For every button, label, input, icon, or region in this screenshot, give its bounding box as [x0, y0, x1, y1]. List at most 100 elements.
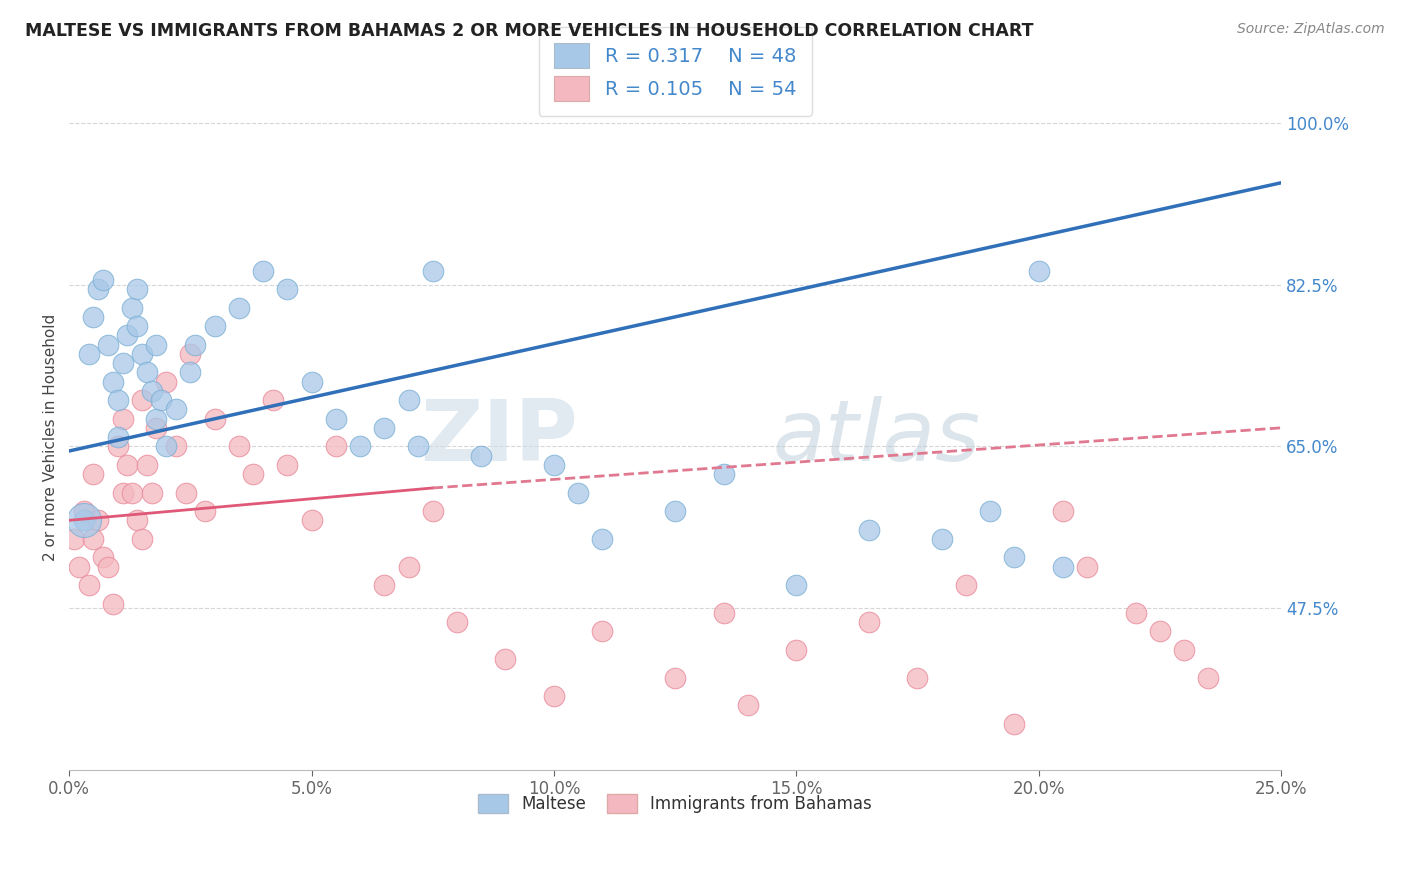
Point — [785, 578, 807, 592]
Point — [194, 504, 217, 518]
Text: ZIP: ZIP — [420, 395, 578, 479]
Point — [373, 421, 395, 435]
Point — [567, 485, 589, 500]
Point — [141, 485, 163, 500]
Point — [77, 347, 100, 361]
Point — [117, 458, 139, 472]
Point — [82, 532, 104, 546]
Point — [155, 375, 177, 389]
Point — [179, 365, 201, 379]
Point — [145, 411, 167, 425]
Point — [63, 532, 86, 546]
Point — [373, 578, 395, 592]
Point — [131, 347, 153, 361]
Point — [107, 439, 129, 453]
Point — [325, 439, 347, 453]
Point — [107, 393, 129, 408]
Point — [262, 393, 284, 408]
Point — [91, 550, 114, 565]
Point — [204, 411, 226, 425]
Point — [228, 439, 250, 453]
Point — [165, 402, 187, 417]
Point — [141, 384, 163, 398]
Point — [82, 310, 104, 324]
Point — [73, 513, 96, 527]
Point — [1125, 606, 1147, 620]
Point — [127, 282, 149, 296]
Point — [87, 282, 110, 296]
Point — [858, 615, 880, 629]
Point — [470, 449, 492, 463]
Y-axis label: 2 or more Vehicles in Household: 2 or more Vehicles in Household — [44, 313, 58, 561]
Point — [1173, 642, 1195, 657]
Point — [325, 411, 347, 425]
Point — [543, 689, 565, 703]
Point — [664, 671, 686, 685]
Point — [446, 615, 468, 629]
Point — [131, 393, 153, 408]
Point — [131, 532, 153, 546]
Point — [591, 624, 613, 639]
Point — [228, 301, 250, 315]
Point — [101, 597, 124, 611]
Point — [494, 652, 516, 666]
Point — [543, 458, 565, 472]
Legend: Maltese, Immigrants from Bahamas: Maltese, Immigrants from Bahamas — [470, 786, 880, 822]
Text: atlas: atlas — [772, 395, 980, 479]
Point — [737, 698, 759, 713]
Point — [349, 439, 371, 453]
Point — [931, 532, 953, 546]
Point — [73, 513, 96, 527]
Point — [135, 365, 157, 379]
Point — [97, 337, 120, 351]
Point — [907, 671, 929, 685]
Point — [155, 439, 177, 453]
Point — [150, 393, 173, 408]
Point — [252, 263, 274, 277]
Point — [422, 263, 444, 277]
Text: Source: ZipAtlas.com: Source: ZipAtlas.com — [1237, 22, 1385, 37]
Point — [111, 411, 134, 425]
Point — [406, 439, 429, 453]
Point — [1028, 263, 1050, 277]
Point — [174, 485, 197, 500]
Point — [398, 559, 420, 574]
Text: MALTESE VS IMMIGRANTS FROM BAHAMAS 2 OR MORE VEHICLES IN HOUSEHOLD CORRELATION C: MALTESE VS IMMIGRANTS FROM BAHAMAS 2 OR … — [25, 22, 1033, 40]
Point — [785, 642, 807, 657]
Point — [858, 523, 880, 537]
Point — [179, 347, 201, 361]
Point — [398, 393, 420, 408]
Point — [1002, 716, 1025, 731]
Point — [664, 504, 686, 518]
Point — [107, 430, 129, 444]
Point — [713, 467, 735, 481]
Point — [135, 458, 157, 472]
Point — [979, 504, 1001, 518]
Point — [91, 273, 114, 287]
Point — [111, 356, 134, 370]
Point — [955, 578, 977, 592]
Point — [1197, 671, 1219, 685]
Point — [1052, 504, 1074, 518]
Point — [1052, 559, 1074, 574]
Point — [1076, 559, 1098, 574]
Point — [713, 606, 735, 620]
Point — [301, 375, 323, 389]
Point — [67, 559, 90, 574]
Point — [97, 559, 120, 574]
Point — [145, 421, 167, 435]
Point — [422, 504, 444, 518]
Point — [301, 513, 323, 527]
Point — [82, 467, 104, 481]
Point — [117, 328, 139, 343]
Point — [111, 485, 134, 500]
Point — [101, 375, 124, 389]
Point — [204, 319, 226, 334]
Point — [242, 467, 264, 481]
Point — [127, 319, 149, 334]
Point — [77, 578, 100, 592]
Point — [127, 513, 149, 527]
Point — [276, 282, 298, 296]
Point — [145, 337, 167, 351]
Point — [121, 301, 143, 315]
